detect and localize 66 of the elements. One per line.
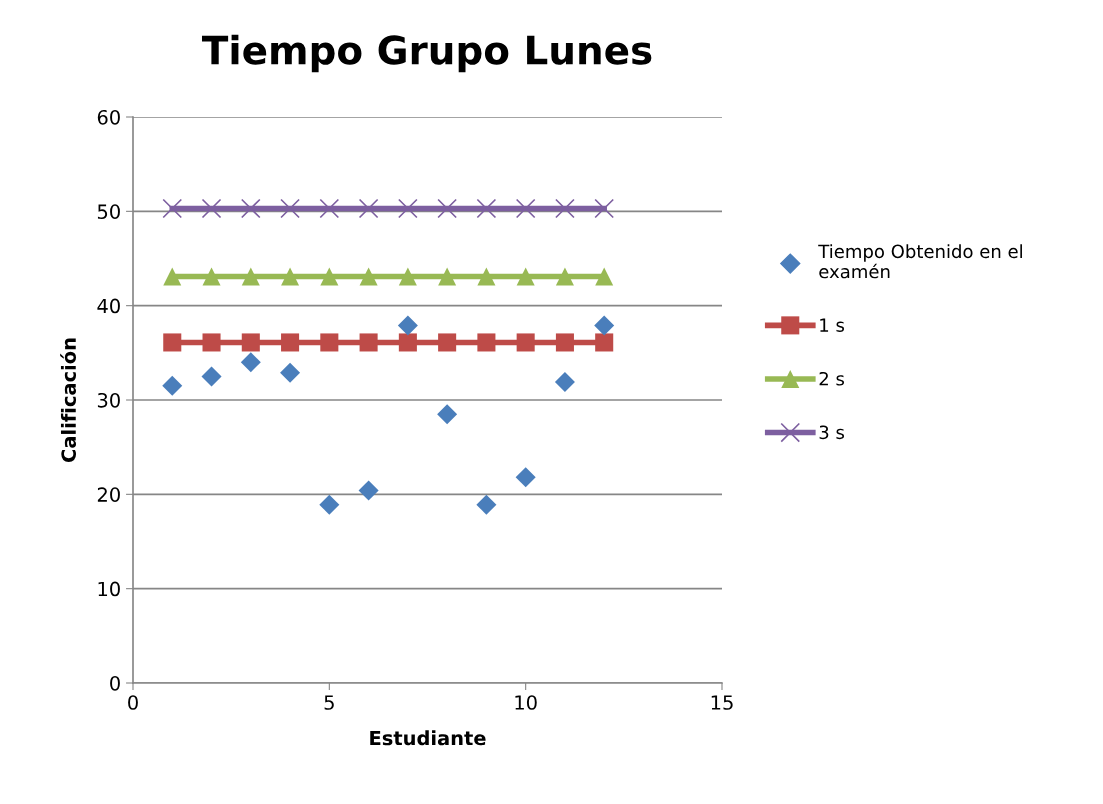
x-tick-label: 10 <box>515 695 537 710</box>
point <box>515 198 536 219</box>
point <box>595 333 614 352</box>
point <box>280 198 300 219</box>
point <box>358 198 379 219</box>
point <box>280 362 301 383</box>
point <box>476 494 497 515</box>
point <box>162 375 183 396</box>
point <box>437 198 457 219</box>
point <box>516 267 535 286</box>
chart-title: Tiempo Grupo Lunes <box>201 34 652 73</box>
point <box>281 333 300 352</box>
y-axis-title: Calificación <box>60 338 77 462</box>
legend-label: 2 s <box>819 371 845 386</box>
point <box>358 480 379 501</box>
point <box>594 315 615 336</box>
y-tick-label: 40 <box>97 298 120 314</box>
point <box>555 198 575 219</box>
y-tick-label: 0 <box>110 675 120 691</box>
point <box>240 352 261 373</box>
point <box>595 267 614 286</box>
y-tick-label: 60 <box>97 109 120 125</box>
point <box>201 366 222 387</box>
x-tick-label: 5 <box>324 695 334 710</box>
point <box>162 198 183 219</box>
x-axis-title: Estudiante <box>370 730 486 746</box>
point <box>320 333 339 352</box>
point <box>397 315 418 336</box>
y-tick-label: 20 <box>97 487 120 502</box>
y-tick-label: 30 <box>97 392 120 408</box>
y-tick-label: 10 <box>98 581 120 597</box>
point <box>476 198 497 219</box>
point <box>398 267 417 286</box>
point <box>398 333 417 352</box>
point <box>281 267 300 286</box>
point <box>477 267 496 286</box>
point <box>319 198 340 219</box>
point <box>319 494 340 515</box>
point <box>359 267 378 286</box>
point <box>240 198 261 219</box>
point <box>515 467 536 488</box>
point <box>555 267 574 286</box>
legend-label: Tiempo Obtenido en el examén <box>818 244 1022 279</box>
y-tick-label: 50 <box>97 204 120 219</box>
point <box>201 198 222 219</box>
point <box>202 333 221 352</box>
legend-label: 1 s <box>820 318 845 332</box>
point <box>554 372 575 393</box>
point <box>163 267 182 286</box>
point <box>241 333 260 352</box>
point <box>555 333 574 352</box>
point <box>359 333 378 352</box>
point <box>438 267 457 286</box>
point <box>437 404 458 425</box>
x-tick-label: 0 <box>128 695 138 710</box>
point <box>398 198 418 219</box>
point <box>438 333 457 352</box>
point <box>163 333 182 352</box>
point <box>477 333 496 352</box>
legend-label: 3 s <box>819 425 845 440</box>
point <box>202 267 221 286</box>
point <box>594 198 615 219</box>
point <box>320 267 339 286</box>
x-tick-label: 15 <box>711 695 733 710</box>
point <box>516 333 535 352</box>
point <box>241 267 260 286</box>
